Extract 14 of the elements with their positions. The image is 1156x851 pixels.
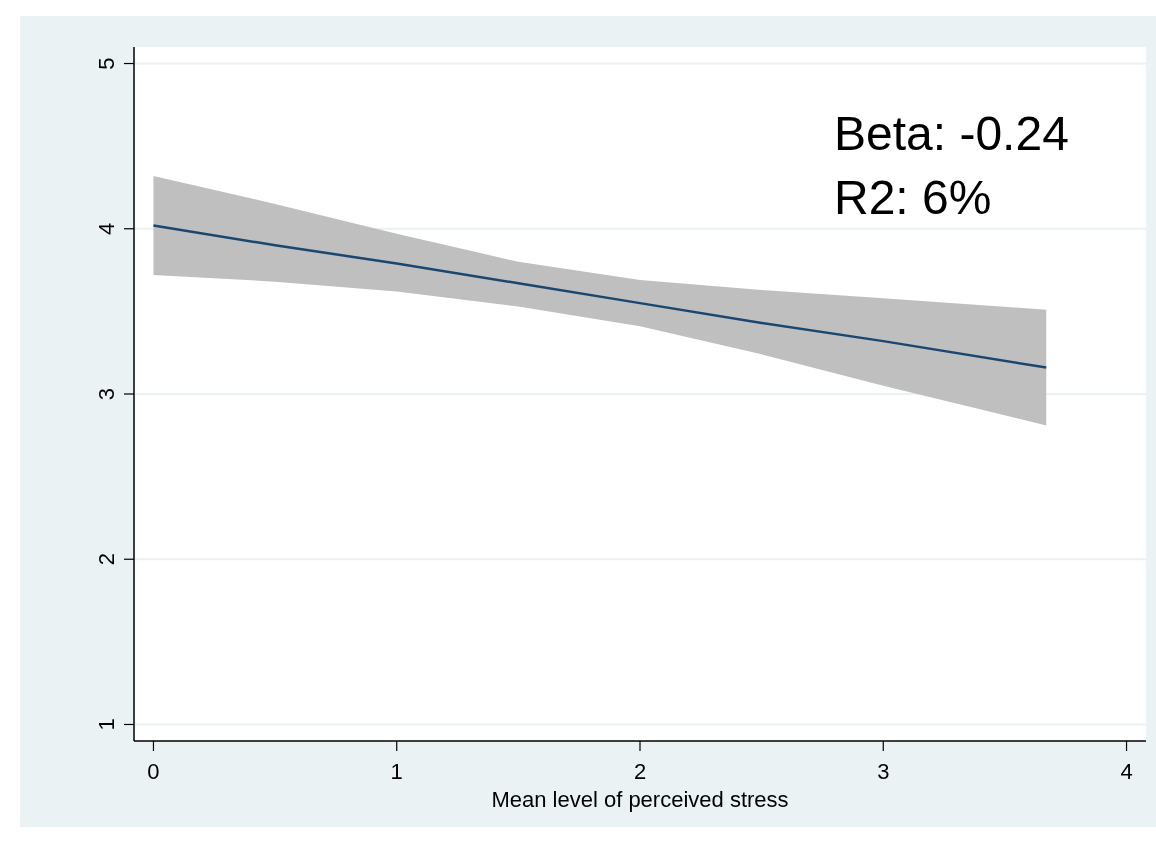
x-tick-label: 2 xyxy=(633,759,647,784)
x-axis-title: Mean level of perceived stress xyxy=(491,787,789,812)
y-tick-label: 5 xyxy=(94,57,119,70)
annotation: R2: 6% xyxy=(834,171,992,224)
y-tick-label: 2 xyxy=(94,553,119,566)
x-tick-label: 3 xyxy=(877,759,890,784)
x-tick-label: 0 xyxy=(147,759,160,784)
annotation: Beta: -0.24 xyxy=(834,107,1069,160)
y-tick-label: 4 xyxy=(94,222,119,235)
line-series xyxy=(152,224,1048,369)
y-tick-label: 3 xyxy=(94,387,119,401)
y-tick-label: 1 xyxy=(94,718,119,731)
x-tick-label: 4 xyxy=(1120,759,1133,784)
x-tick-label: 1 xyxy=(390,759,403,784)
